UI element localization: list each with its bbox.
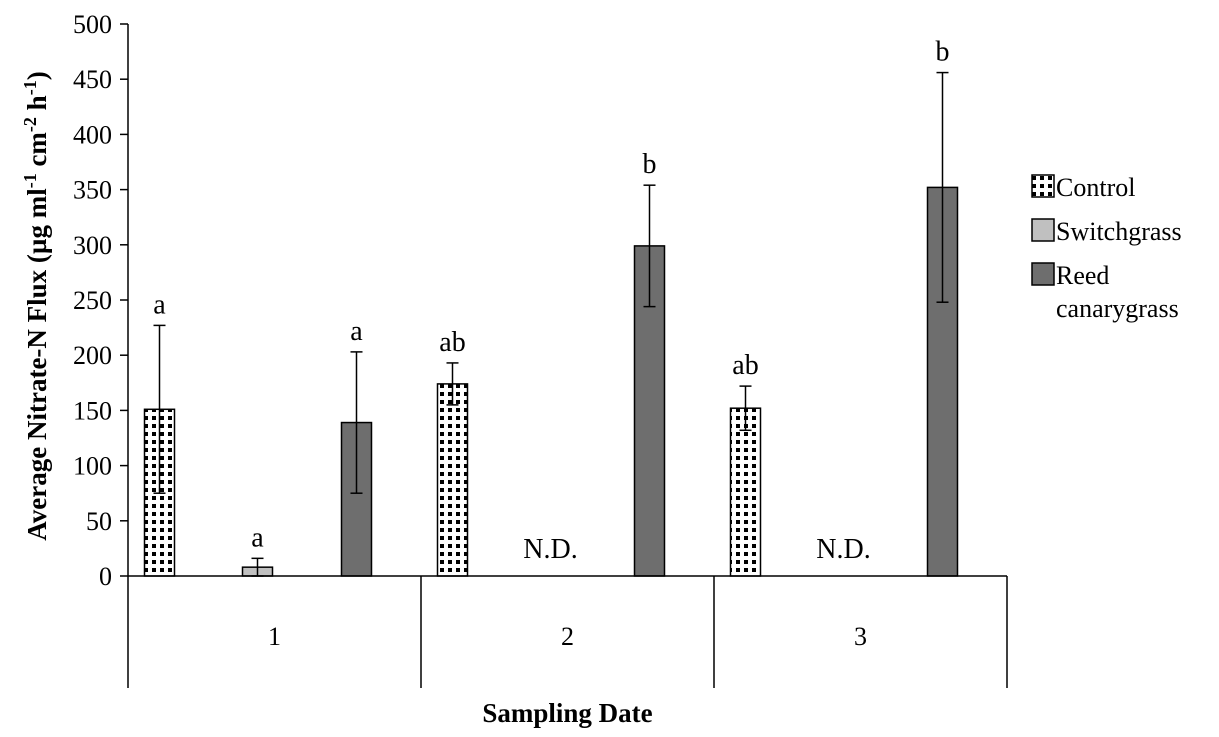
legend-swatch (1031, 174, 1055, 198)
y-axis-title-part: ) (22, 71, 52, 80)
significance-letter: ab (439, 327, 465, 358)
y-tick-label: 250 (73, 286, 112, 315)
y-axis-title-part: cm (22, 132, 52, 174)
x-tick-label: 3 (854, 622, 867, 651)
y-tick-label: 450 (73, 65, 112, 94)
legend-swatch (1031, 262, 1055, 286)
legend-label: Reed (1056, 261, 1109, 290)
y-tick-label: 0 (99, 562, 112, 591)
y-tick-label: 400 (73, 120, 112, 149)
legend-label: canarygrass (1056, 294, 1179, 323)
bar-control (436, 383, 469, 577)
y-tick-label: 100 (73, 452, 112, 481)
y-axis-title-part: Average Nitrate-N Flux (µg ml (22, 188, 52, 541)
y-axis-title-part: -1 (20, 80, 40, 95)
significance-letter: b (643, 149, 657, 180)
x-tick-label: 1 (268, 622, 281, 651)
y-tick-label: 500 (73, 10, 112, 39)
y-axis-title-part: h (22, 95, 52, 117)
significance-letter: a (350, 316, 363, 347)
not-detected-label: N.D. (816, 534, 870, 565)
y-axis-title-part: -2 (20, 117, 40, 132)
y-tick-label: 200 (73, 341, 112, 370)
y-tick-label: 300 (73, 231, 112, 260)
significance-letter: ab (732, 350, 758, 381)
bar-control (729, 407, 762, 577)
y-tick-label: 50 (86, 507, 112, 536)
y-tick-label: 350 (73, 176, 112, 205)
y-axis-title: Average Nitrate-N Flux (µg ml-1 cm-2 h-1… (20, 71, 52, 540)
legend-label: Control (1056, 173, 1135, 202)
legend-label: Switchgrass (1056, 217, 1182, 246)
significance-letter: b (936, 37, 950, 68)
y-axis-title-part: -1 (20, 173, 40, 188)
y-tick-label: 150 (73, 396, 112, 425)
legend-swatch (1031, 218, 1055, 242)
x-axis-title: Sampling Date (482, 698, 652, 728)
significance-letter: a (153, 289, 166, 320)
significance-letter: a (251, 522, 264, 553)
not-detected-label: N.D. (523, 534, 577, 565)
x-tick-label: 2 (561, 622, 574, 651)
